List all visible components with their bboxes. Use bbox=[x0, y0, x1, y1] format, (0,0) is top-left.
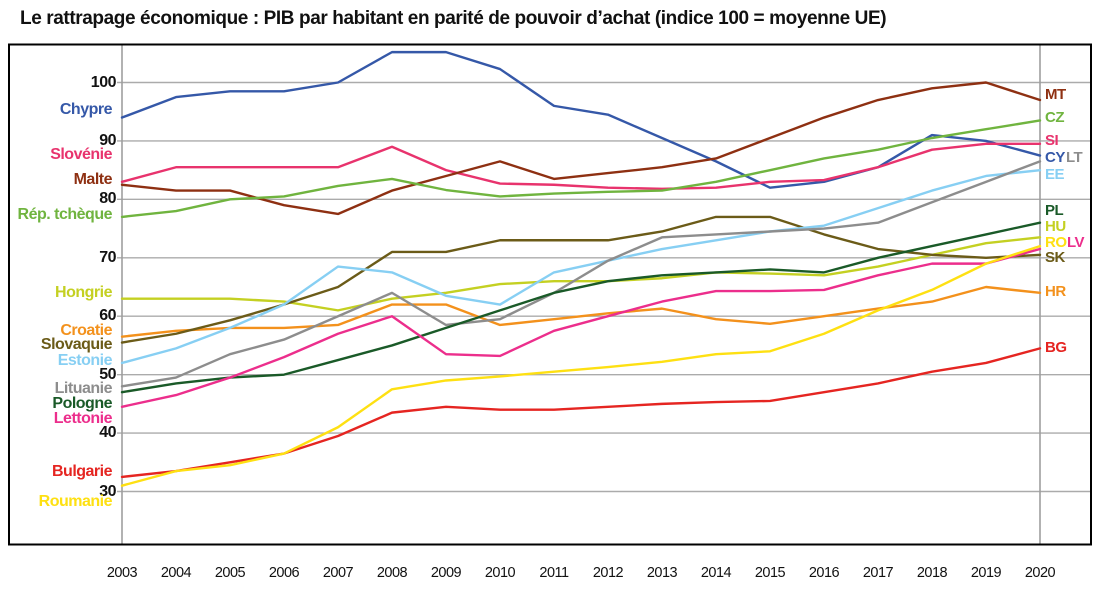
country-label-MT: Malte bbox=[73, 171, 113, 188]
code-label-MT: MT bbox=[1045, 86, 1066, 103]
code-label-EE: EE bbox=[1045, 166, 1065, 183]
year-label-2010: 2010 bbox=[484, 565, 516, 581]
code-label-HR: HR bbox=[1045, 283, 1066, 300]
line-MT bbox=[120, 81, 1042, 216]
year-label-2017: 2017 bbox=[862, 565, 894, 581]
code-label-RO: RO bbox=[1045, 234, 1067, 251]
year-label-2006: 2006 bbox=[268, 565, 300, 581]
y-tick-label-60: 60 bbox=[99, 307, 116, 325]
code-label-CZ: CZ bbox=[1045, 109, 1065, 126]
chart-frame bbox=[8, 43, 1092, 546]
code-label-SI: SI bbox=[1045, 132, 1059, 149]
year-label-2016: 2016 bbox=[808, 565, 840, 581]
country-label-BG: Bulgarie bbox=[51, 463, 113, 480]
y-tick-label-80: 80 bbox=[99, 190, 116, 208]
y-tick-label-100: 100 bbox=[90, 73, 117, 91]
year-label-2014: 2014 bbox=[700, 565, 732, 581]
code-label-BG: BG bbox=[1045, 339, 1067, 356]
year-label-2003: 2003 bbox=[106, 565, 138, 581]
y-tick-label-90: 90 bbox=[99, 131, 116, 149]
country-label-SK: Slovaquie bbox=[40, 336, 113, 353]
code-label-LV: LV bbox=[1067, 234, 1085, 251]
code-label-HU: HU bbox=[1045, 218, 1066, 235]
country-label-HU: Hongrie bbox=[55, 284, 112, 301]
year-label-2009: 2009 bbox=[430, 565, 462, 581]
code-label-LT: LT bbox=[1066, 149, 1083, 166]
country-label-CY: Chypre bbox=[59, 101, 113, 118]
page-title: Le rattrapage économique : PIB par habit… bbox=[20, 8, 887, 29]
code-label-SK: SK bbox=[1045, 249, 1065, 266]
y-tick-label-70: 70 bbox=[99, 248, 116, 266]
country-label-CZ: Rép. tchèque bbox=[17, 206, 113, 223]
year-label-2018: 2018 bbox=[916, 565, 948, 581]
year-label-2005: 2005 bbox=[214, 565, 246, 581]
line-CZ bbox=[120, 119, 1042, 219]
year-label-2011: 2011 bbox=[539, 565, 569, 581]
country-label-PL: Pologne bbox=[52, 395, 112, 412]
line-LT bbox=[120, 160, 1042, 388]
line-RO bbox=[120, 244, 1042, 487]
line-EE bbox=[120, 168, 1042, 365]
country-label-RO: Roumanie bbox=[38, 493, 113, 510]
y-tick-label-40: 40 bbox=[99, 424, 116, 442]
country-label-HR: Croatie bbox=[60, 322, 112, 339]
country-label-EE: Estonie bbox=[57, 352, 113, 369]
year-label-2004: 2004 bbox=[160, 565, 192, 581]
line-PL bbox=[120, 221, 1042, 394]
code-label-CY: CY bbox=[1045, 149, 1065, 166]
line-HU bbox=[120, 236, 1042, 312]
line-SI bbox=[120, 142, 1042, 191]
year-label-2015: 2015 bbox=[754, 565, 786, 581]
year-label-2020: 2020 bbox=[1024, 565, 1056, 581]
country-label-LV: Lettonie bbox=[53, 410, 113, 427]
y-tick-label-50: 50 bbox=[99, 365, 116, 383]
country-label-SI: Slovénie bbox=[50, 146, 112, 163]
y-tick-label-30: 30 bbox=[99, 482, 116, 500]
year-label-2008: 2008 bbox=[376, 565, 408, 581]
country-label-LT: Lituanie bbox=[54, 380, 113, 397]
code-label-PL: PL bbox=[1045, 202, 1064, 219]
line-CY bbox=[120, 50, 1042, 189]
line-LV bbox=[120, 247, 1042, 408]
year-label-2019: 2019 bbox=[970, 565, 1002, 581]
year-label-2012: 2012 bbox=[592, 565, 624, 581]
year-label-2007: 2007 bbox=[322, 565, 354, 581]
year-label-2013: 2013 bbox=[646, 565, 678, 581]
